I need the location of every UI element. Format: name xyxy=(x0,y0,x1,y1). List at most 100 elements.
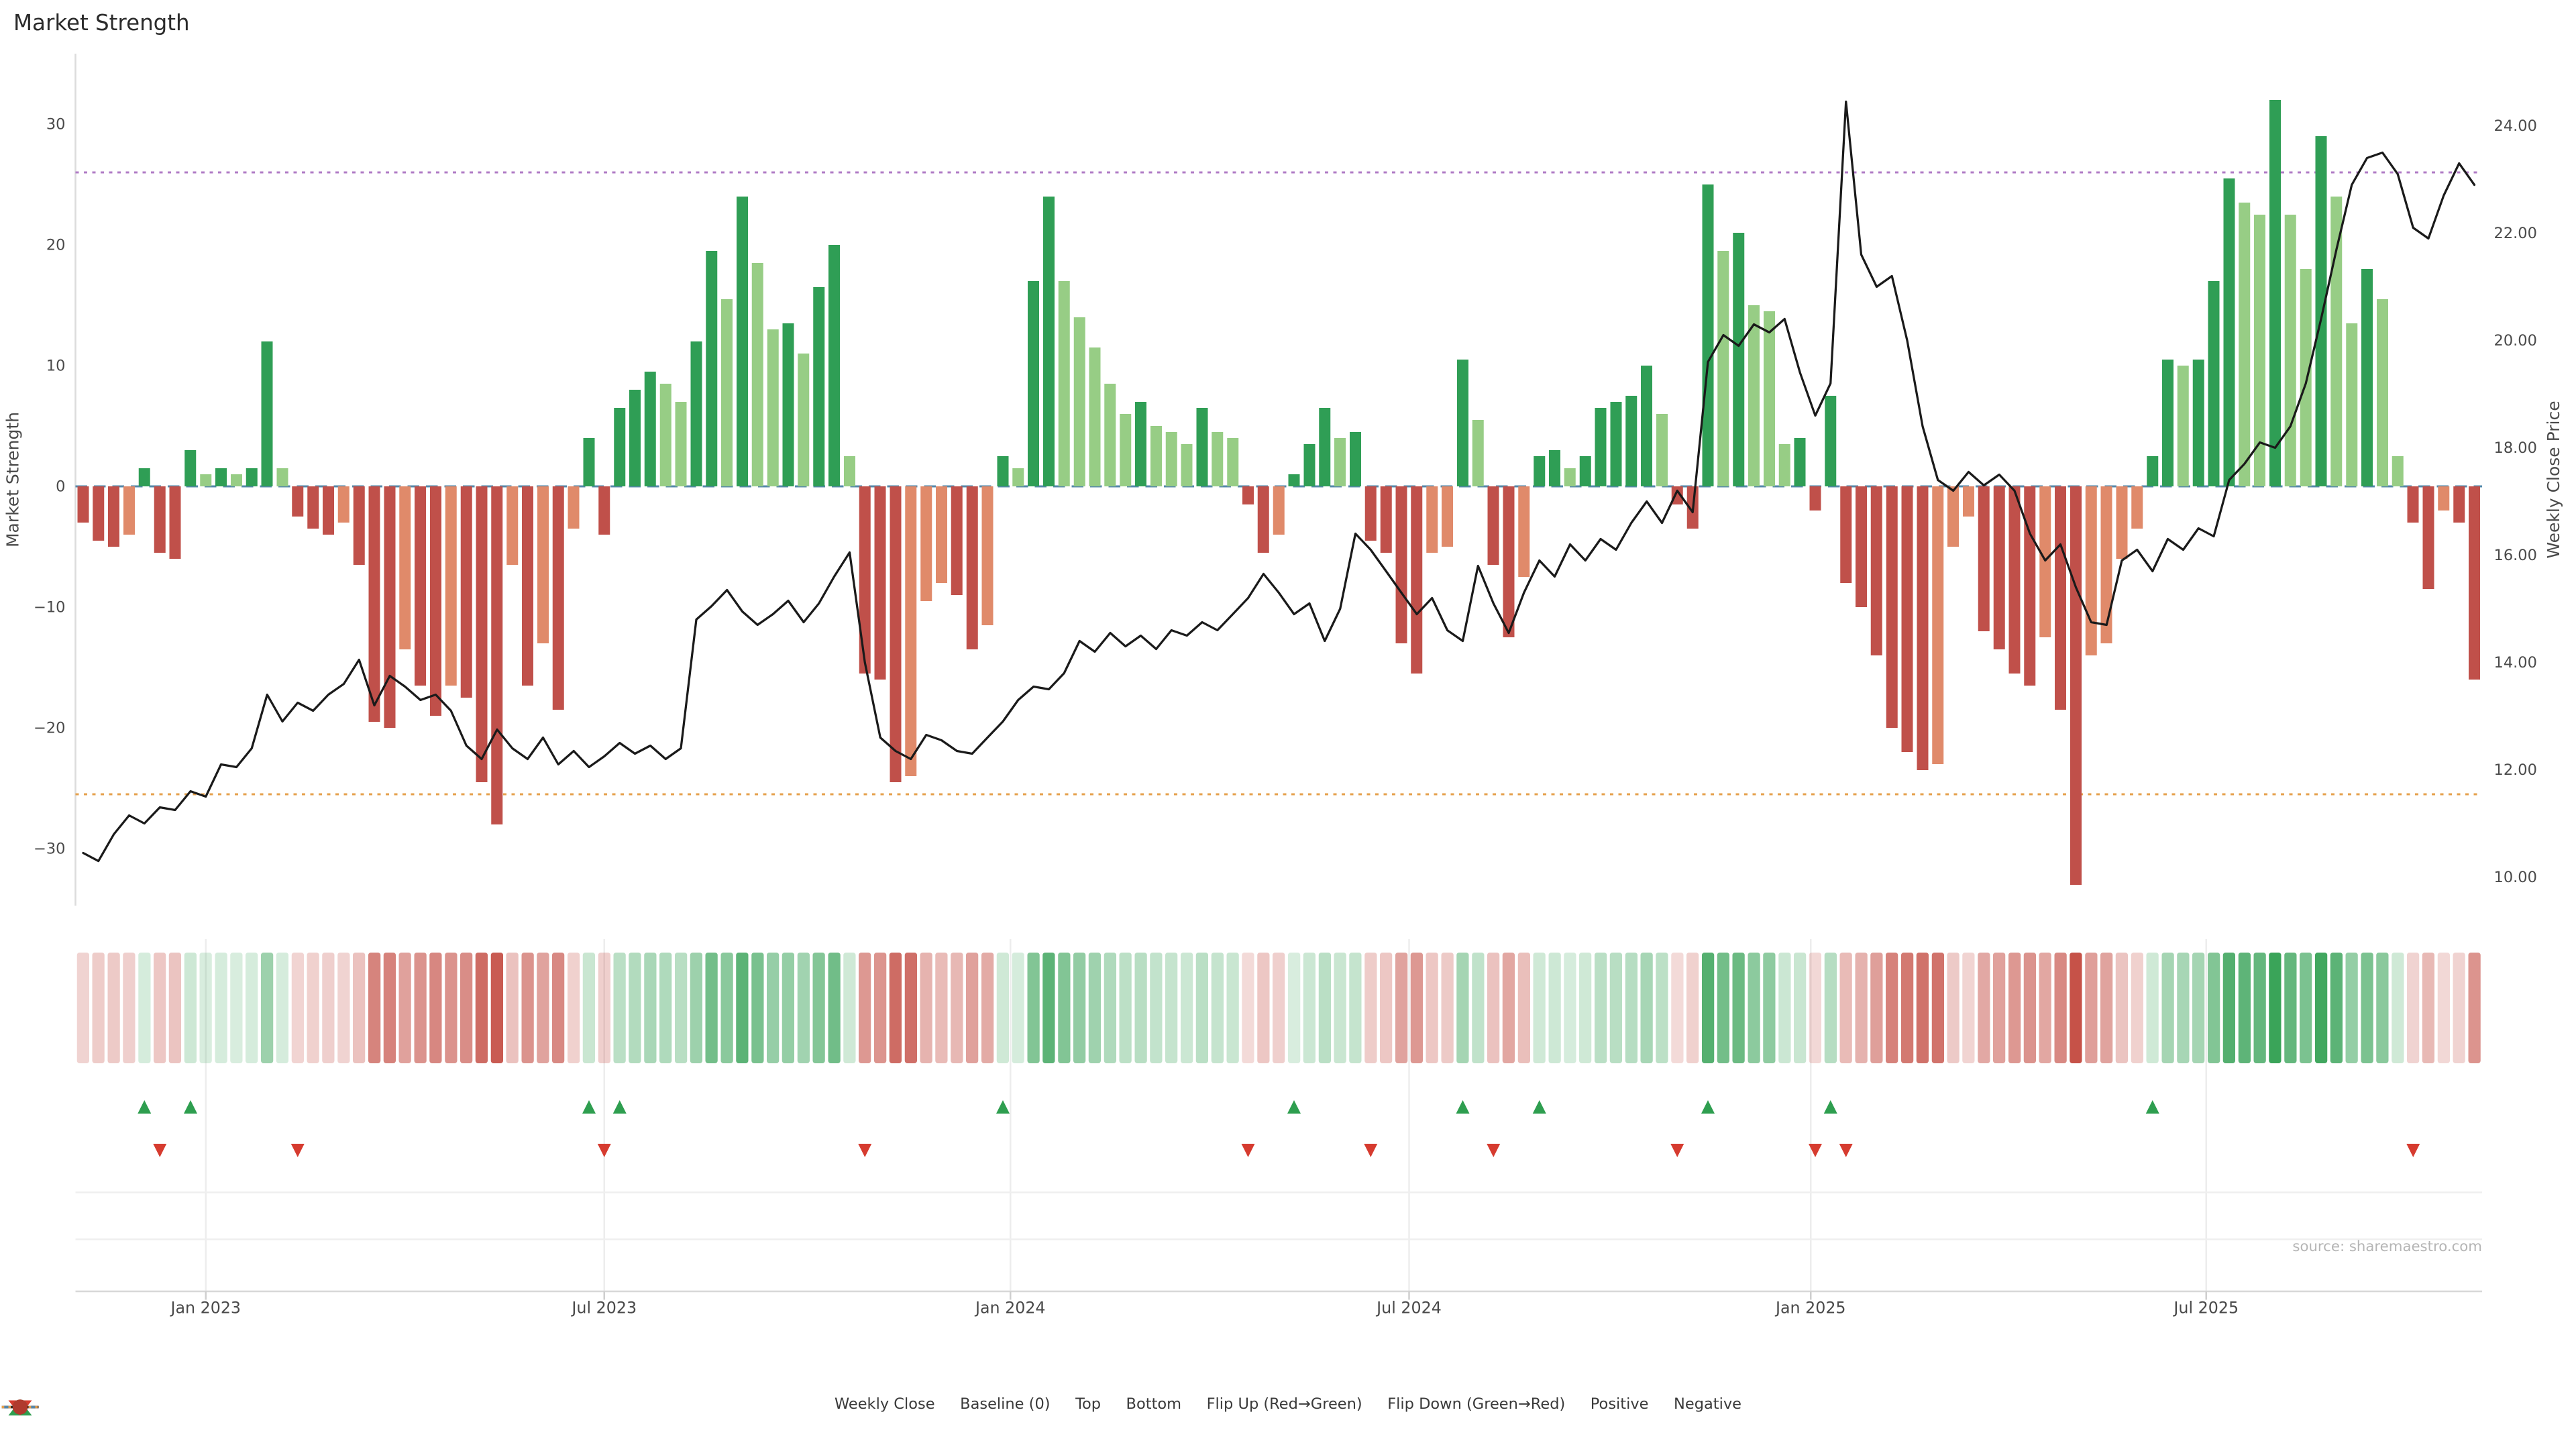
strength-bar xyxy=(506,486,519,565)
heatmap-cell xyxy=(966,953,979,1063)
strength-bar xyxy=(1932,486,1944,764)
heatmap-cell xyxy=(675,953,688,1063)
strength-bar xyxy=(598,486,610,535)
heatmap-cell xyxy=(1717,953,1730,1063)
heatmap-cell xyxy=(337,953,350,1063)
flip-down-marker xyxy=(1241,1144,1255,1157)
strength-bar xyxy=(1993,486,2005,649)
strength-bar xyxy=(737,197,748,486)
heatmap-cell xyxy=(1027,953,1040,1063)
strength-bar xyxy=(2330,197,2343,486)
strength-bar xyxy=(1120,414,1132,486)
strength-bar xyxy=(951,486,963,595)
heatmap-cell xyxy=(2008,953,2021,1063)
heatmap-cell xyxy=(690,953,702,1063)
flip-down-marker xyxy=(858,1144,872,1157)
heatmap-cell xyxy=(123,953,136,1063)
flip-up-marker xyxy=(184,1100,197,1114)
strength-bar xyxy=(1472,420,1484,486)
legend-item-top: Top xyxy=(1,1397,1101,1414)
strength-bar xyxy=(2453,486,2465,523)
strength-bar xyxy=(1947,486,1959,547)
legend-item-negative: Negative xyxy=(12,1397,1741,1415)
heatmap-cell xyxy=(1042,953,1055,1063)
heatmap-cell xyxy=(1579,953,1592,1063)
heatmap-cell xyxy=(1595,953,1607,1063)
strength-bar xyxy=(1733,233,1745,486)
heatmap-cell xyxy=(797,953,810,1063)
x-axis-tick: Jan 2025 xyxy=(1774,1299,1846,1318)
heatmap-cell xyxy=(2192,953,2205,1063)
heatmap-cell xyxy=(2392,953,2404,1063)
legend-item-flip-up-red-green: Flip Up (Red→Green) xyxy=(8,1397,1362,1415)
weekly-close-line xyxy=(82,100,2476,863)
y-axis-tick: 10 xyxy=(46,358,66,375)
strength-bar xyxy=(629,390,641,486)
heatmap-cell xyxy=(659,953,672,1063)
heatmap-cell xyxy=(184,953,197,1063)
strength-bar xyxy=(415,486,426,686)
heatmap-cell xyxy=(2208,953,2220,1063)
strength-bar xyxy=(307,486,319,529)
heatmap-cell xyxy=(843,953,856,1063)
heatmap-cell xyxy=(1517,953,1530,1063)
heatmap-cell xyxy=(1334,953,1346,1063)
strength-bar xyxy=(77,486,89,523)
flip-up-marker xyxy=(612,1100,627,1114)
strength-bar xyxy=(1717,251,1729,486)
heatmap-cell xyxy=(2345,953,2358,1063)
heatmap-cell xyxy=(2269,953,2282,1063)
strength-bar xyxy=(1058,281,1070,486)
strength-bar xyxy=(1135,402,1146,486)
strength-bar xyxy=(2377,299,2388,486)
strength-bar xyxy=(2147,456,2159,486)
heatmap-cell xyxy=(521,953,534,1063)
heatmap-cell xyxy=(582,953,595,1063)
heatmap-cell xyxy=(2100,953,2113,1063)
heatmap-cell xyxy=(1809,953,1821,1063)
legend-item-positive: Positive xyxy=(12,1397,1649,1415)
heatmap-cell xyxy=(199,953,212,1063)
heatmap-cell xyxy=(782,953,794,1063)
flip-down-marker xyxy=(1487,1144,1501,1157)
strength-bar xyxy=(169,486,181,559)
strength-bar xyxy=(2239,203,2251,486)
legend-item-bottom: Bottom xyxy=(1,1397,1181,1414)
heatmap-cell xyxy=(1273,953,1285,1063)
strength-bar xyxy=(782,323,794,486)
strength-bar xyxy=(460,486,472,698)
source-credit: source: sharemaestro.com xyxy=(2292,1238,2482,1255)
strength-bar xyxy=(1395,486,1407,643)
strength-bar xyxy=(1457,360,1468,486)
heatmap-cell xyxy=(1181,953,1193,1063)
heatmap-cell xyxy=(1242,953,1254,1063)
strength-bar xyxy=(828,245,840,486)
heatmap-cell xyxy=(138,953,151,1063)
strength-bar xyxy=(1364,486,1377,541)
price-axis-tick: 14.00 xyxy=(2494,654,2537,672)
legend-label: Flip Up (Red→Green) xyxy=(1206,1397,1362,1414)
legend-swatch-dot xyxy=(12,1399,28,1415)
x-axis-tick: Jan 2023 xyxy=(169,1299,241,1318)
heatmap-cell xyxy=(1978,953,1990,1063)
heatmap-cell xyxy=(1426,953,1438,1063)
strength-bar xyxy=(2392,456,2404,486)
heatmap-cell xyxy=(2054,953,2067,1063)
heatmap-cell xyxy=(1441,953,1454,1063)
price-axis-tick: 18.00 xyxy=(2494,439,2537,457)
heatmap-cell xyxy=(2284,953,2297,1063)
strength-bar xyxy=(2269,100,2281,486)
strength-bar xyxy=(2055,486,2066,710)
heatmap-cell xyxy=(2177,953,2190,1063)
heatmap-cell xyxy=(1012,953,1024,1063)
heatmap-cell xyxy=(383,953,396,1063)
heatmap-cell xyxy=(168,953,181,1063)
strength-bar xyxy=(1043,197,1055,486)
strength-bar xyxy=(1809,486,1821,511)
heatmap-cell xyxy=(1931,953,1945,1063)
heatmap-cell xyxy=(1901,953,1914,1063)
strength-bar xyxy=(798,354,810,486)
heatmap-cell xyxy=(2330,953,2343,1063)
strength-bar xyxy=(844,456,855,486)
strength-bar xyxy=(1870,486,1882,655)
